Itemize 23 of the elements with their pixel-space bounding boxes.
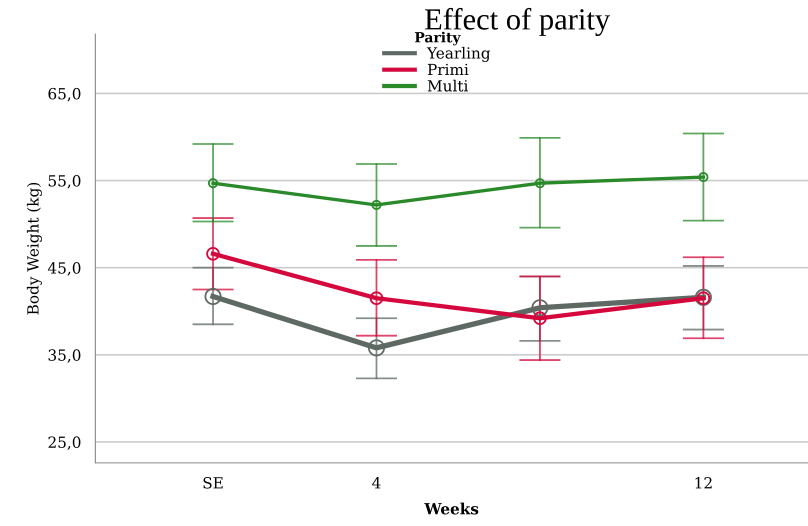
y-tick-label: 65,0 — [48, 88, 80, 102]
x-axis-title: Weeks — [424, 502, 478, 514]
point — [208, 178, 218, 188]
point — [370, 291, 384, 306]
point — [534, 178, 546, 188]
legend-label: Multi — [428, 80, 468, 92]
y-axis-title: Body Weight (kg) — [26, 182, 42, 315]
legend-label: Yearling — [426, 46, 490, 62]
x-tick-label: 12 — [696, 477, 712, 488]
x-tick-label: SE — [204, 477, 223, 489]
point — [533, 311, 547, 326]
x-tick-label: 4 — [372, 477, 381, 488]
point — [204, 288, 222, 305]
point — [698, 172, 708, 182]
legend-label: Primi — [428, 64, 468, 76]
y-tick-label: 35,0 — [48, 349, 80, 363]
point — [368, 339, 386, 356]
y-tick-label: 25,0 — [48, 436, 80, 450]
point — [531, 299, 548, 316]
y-tick-label: 45,0 — [48, 262, 80, 276]
point — [206, 246, 220, 261]
point — [371, 200, 382, 210]
y-tick-label: 55,0 — [48, 175, 80, 188]
